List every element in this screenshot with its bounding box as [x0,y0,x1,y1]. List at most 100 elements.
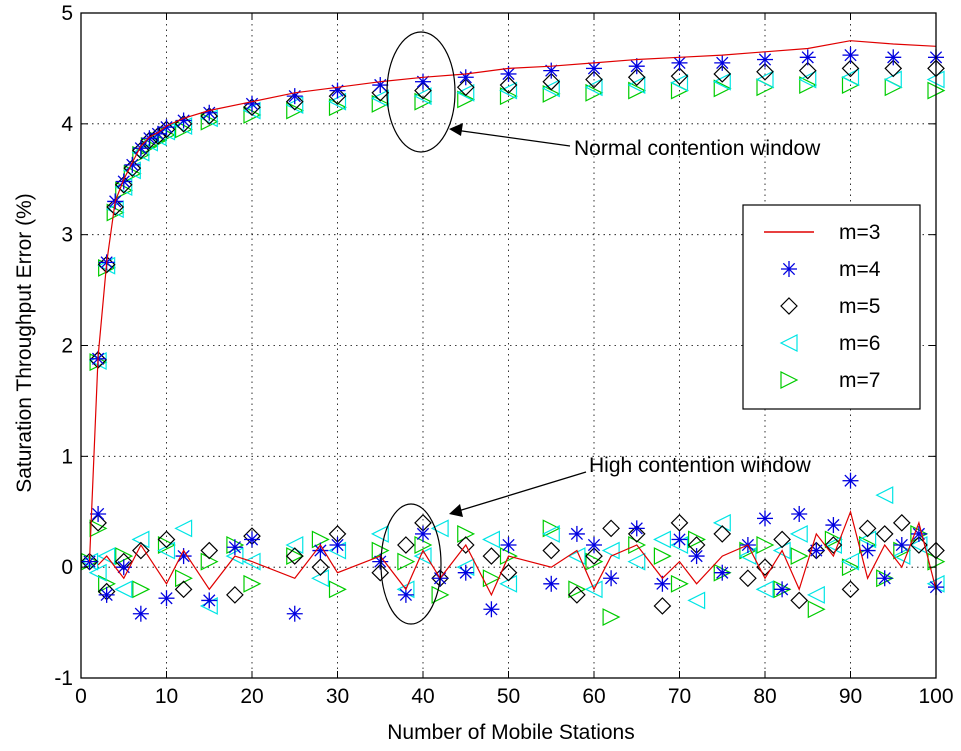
x-tick-label: 60 [582,685,605,708]
asterisk-stroke [758,512,772,525]
data-point [542,541,561,560]
data-point [141,130,158,147]
annotation-arrow-high [454,471,587,513]
annotation-normal: Normal contention window [386,31,821,160]
data-point [627,68,646,87]
legend-swatch [780,371,799,389]
data-point [90,505,107,522]
data-point [586,60,602,77]
data-point [670,67,689,86]
data-point [586,537,602,553]
legend-box [742,204,921,410]
data-point [603,570,620,587]
data-point [670,574,689,593]
asterisk-stroke [630,60,643,73]
data-point [602,519,620,538]
data-point [773,530,791,549]
asterisk-stroke [861,544,874,557]
data-point [132,605,149,622]
data-point [628,81,647,100]
data-point [653,547,672,566]
y-tick-label: 4 [61,113,73,136]
data-point [415,525,431,542]
data-point [601,541,620,560]
data-point [499,574,518,593]
data-point [585,70,603,89]
data-point [397,552,416,571]
asterisk-stroke [83,555,96,568]
data-point [543,62,560,79]
data-point [798,70,817,89]
asterisk-stroke [690,549,703,563]
data-point [714,54,731,71]
data-point [499,81,518,100]
data-point [286,88,303,105]
asterisk-stroke [502,538,515,552]
asterisk-stroke [134,142,147,155]
legend-swatch [781,261,797,277]
data-point [157,530,176,549]
data-point [790,591,809,610]
series-line-high [97,509,937,597]
data-point [329,537,346,553]
data-point [244,531,260,548]
data-point [756,62,774,81]
asterisk-stroke [545,577,558,590]
asterisk-stroke [801,51,814,64]
asterisk-stroke [314,544,327,557]
legend-label: m=7 [839,369,880,392]
asterisk-stroke [604,572,618,585]
data-point [841,558,860,577]
asterisk-stroke [100,588,113,601]
data-point [543,575,560,592]
data-point [106,198,125,216]
data-point [132,140,149,157]
asterisk-stroke [895,538,908,552]
data-point [714,564,731,581]
data-point [158,119,175,136]
legend-label: m=4 [839,258,881,281]
data-point [98,586,115,603]
asterisk-stroke [775,583,789,596]
data-point [414,92,433,111]
data-point [285,547,304,565]
data-point [397,536,415,554]
data-point [772,541,791,560]
data-point [482,547,501,565]
asterisk-stroke [656,577,669,590]
asterisk-stroke [810,544,823,557]
data-point [430,519,449,538]
data-point [244,95,260,112]
annotation-arrow-normal [454,129,571,147]
data-point [415,73,431,90]
asterisk-stroke [160,121,173,134]
series-line-normal [88,40,937,562]
x-tick-label: 70 [668,685,691,708]
annotation-ellipse-high [380,503,442,625]
data-point [713,65,732,83]
x-tick-label: 20 [240,685,263,708]
legend-entries: m=3 m=4 m=5 m=6 m=7 [764,221,881,392]
asterisk-stroke [203,106,216,119]
data-point [688,548,705,565]
data-point [712,72,731,91]
data-point [371,94,390,113]
data-point [372,77,389,94]
data-point [671,531,688,548]
data-point [875,486,894,505]
y-tick-label: 5 [61,2,73,25]
data-point [876,570,893,587]
y-tick-label: 1 [61,445,73,468]
data-point [175,569,193,588]
data-point [755,580,774,599]
data-point [584,78,603,97]
data-point [541,79,560,98]
asterisk-stroke [91,507,105,521]
data-point [568,586,586,604]
data-point [457,564,474,581]
data-point [431,585,450,604]
data-point [286,605,303,622]
asterisk-stroke [502,67,515,81]
asterisk-stroke [416,75,430,88]
